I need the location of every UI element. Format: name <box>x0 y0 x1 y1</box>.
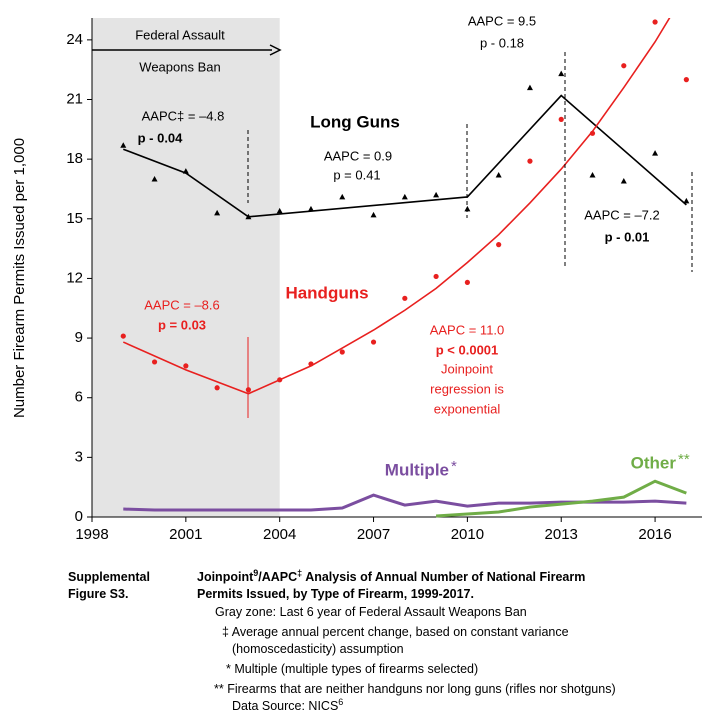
point <box>120 333 126 339</box>
point <box>307 205 314 212</box>
text: Supplemental <box>68 570 150 584</box>
point <box>558 116 564 122</box>
point <box>620 178 627 184</box>
y-tick-label: 3 <box>75 448 83 465</box>
caption-note: (homoscedasticity) assumption <box>232 642 404 656</box>
annotation: AAPC = 11.0 <box>430 322 505 337</box>
caption-note: * Multiple (multiple types of firearms s… <box>226 662 479 676</box>
annotation: p - 0.18 <box>480 35 524 50</box>
point <box>370 211 377 218</box>
text: Analysis of Annual Number of National Fi… <box>302 570 586 584</box>
annotation: exponential <box>434 401 501 416</box>
annotation: regression is <box>430 381 504 396</box>
series-line <box>122 18 671 395</box>
y-tick-label: 24 <box>66 31 83 48</box>
series-line <box>122 94 687 218</box>
annotation: p = 0.41 <box>333 167 380 182</box>
y-tick-label: 0 <box>75 508 83 525</box>
point <box>433 273 439 280</box>
annotation: p - 0.04 <box>138 130 184 145</box>
point <box>402 295 408 301</box>
x-tick-label: 2016 <box>638 526 671 543</box>
x-tick-label: 2010 <box>451 526 484 543</box>
series-line <box>436 479 687 518</box>
annotation: p = 0.03 <box>158 317 206 332</box>
point <box>496 242 502 248</box>
point <box>527 158 533 164</box>
point <box>183 363 189 369</box>
text: Figure S3. <box>68 587 129 601</box>
point <box>339 349 345 355</box>
point <box>370 339 377 345</box>
text: Permits Issued, by Type of Firearm, 1999… <box>197 587 474 601</box>
annotation: Joinpoint <box>441 361 493 376</box>
annotation: * <box>451 458 457 475</box>
text: ‡ <box>297 567 303 578</box>
point <box>558 70 565 77</box>
point <box>589 172 596 178</box>
annotation: AAPC = –7.2 <box>584 207 660 222</box>
x-tick-label: 2013 <box>545 526 578 543</box>
caption-note: ** Firearms that are neither handguns no… <box>214 682 616 696</box>
y-tick-label: 12 <box>66 269 83 286</box>
point <box>401 193 408 200</box>
point <box>151 176 158 182</box>
point <box>652 19 658 25</box>
point <box>276 207 283 214</box>
shade-zone <box>92 18 280 517</box>
x-tick-label: 2004 <box>263 526 296 543</box>
text: Data Source: NICS <box>232 699 339 713</box>
caption-note: Gray zone: Last 6 year of Federal Assaul… <box>215 605 527 619</box>
annotation: AAPC = 9.5 <box>468 13 536 28</box>
text: /AAPC <box>258 570 298 584</box>
caption-title: Joinpoint9/AAPC‡ Analysis of Annual Numb… <box>197 567 586 603</box>
chart: 0 3 6 9 12 15 18 21 24 1998 2001 2004 2007 2010 2013 20… <box>11 13 702 543</box>
series-label: Long Guns <box>310 112 400 131</box>
series-label: Multiple <box>385 460 449 479</box>
y-axis-label: Number Firearm Permits Issued per 1,000 <box>11 138 28 418</box>
annotation: p < 0.0001 <box>436 342 499 357</box>
point <box>339 193 346 200</box>
y-tick-label: 6 <box>75 389 83 406</box>
x-tick-label: 2007 <box>357 526 390 543</box>
text: 6 <box>338 696 344 707</box>
point <box>683 77 689 83</box>
point <box>214 385 220 391</box>
x-tick-label: 1998 <box>75 526 108 543</box>
y-tick-label: 21 <box>66 90 83 107</box>
text: Joinpoint <box>197 570 254 584</box>
caption-note: ‡ Average annual percent change, based o… <box>222 625 569 639</box>
point <box>151 359 158 365</box>
point <box>214 209 221 216</box>
annotation: p - 0.01 <box>605 229 650 244</box>
point <box>464 279 470 286</box>
annotation: AAPC = 0.9 <box>324 148 392 163</box>
point <box>495 172 502 178</box>
point <box>433 191 440 198</box>
annotation: Federal Assault <box>135 27 225 42</box>
y-tick-label: 15 <box>66 210 83 227</box>
annotation: AAPC‡ = –4.8 <box>142 108 225 123</box>
point <box>120 142 127 148</box>
text: 9 <box>253 567 259 578</box>
annotation: ** <box>678 451 690 468</box>
series-label: Other <box>631 453 677 472</box>
arrow-head <box>269 44 282 56</box>
point <box>526 84 533 91</box>
series-label: Handguns <box>285 283 368 302</box>
x-tick-label: 2001 <box>169 526 202 543</box>
annotation: Weapons Ban <box>139 59 220 74</box>
y-tick-label: 9 <box>75 329 83 346</box>
point <box>683 197 690 204</box>
caption-source: Data Source: NICS6 <box>232 696 344 715</box>
caption-label: Supplemental Figure S3. <box>68 569 150 603</box>
annotation: AAPC = –8.6 <box>144 297 220 312</box>
y-tick-label: 18 <box>66 150 83 167</box>
point <box>652 150 659 156</box>
point <box>621 63 627 69</box>
